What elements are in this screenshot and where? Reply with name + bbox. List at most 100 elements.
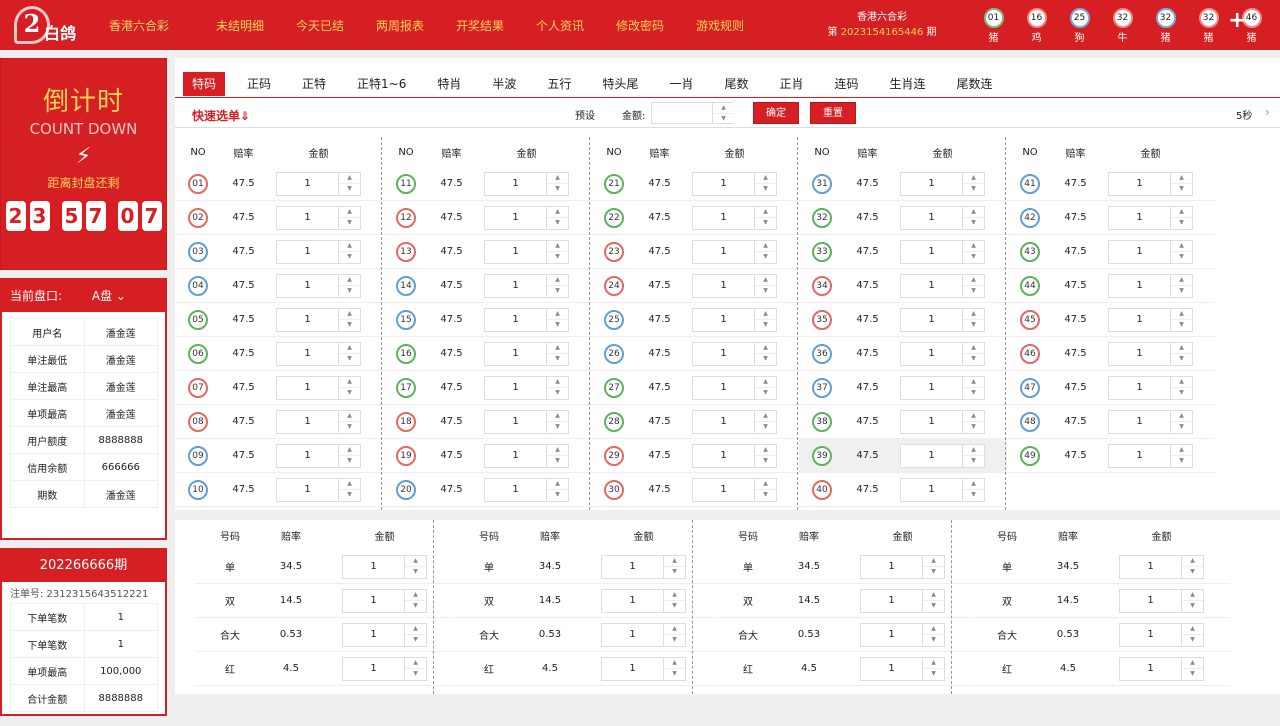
stepper-arrows[interactable]: ▲ ▼ <box>962 172 984 195</box>
amount-stepper[interactable]: 1 ▲ ▼ <box>484 307 569 332</box>
stepper-arrows[interactable]: ▲ ▼ <box>1181 623 1203 646</box>
amount-stepper[interactable]: 1 ▲ ▼ <box>276 273 361 298</box>
step-down-icon[interactable]: ▼ <box>1179 321 1184 328</box>
step-up-icon[interactable]: ▲ <box>755 241 776 252</box>
number-ball[interactable]: 25 <box>604 309 624 330</box>
bet-row[interactable]: 红 4.5 1 ▲ ▼ <box>713 652 971 686</box>
stepper-arrows[interactable]: ▲ ▼ <box>1170 206 1192 229</box>
number-ball[interactable]: 47 <box>1020 377 1040 398</box>
amount-cell[interactable]: 1 ▲ ▼ <box>266 375 371 400</box>
amount-stepper[interactable]: 1 ▲ ▼ <box>692 307 777 332</box>
step-down-icon[interactable]: ▼ <box>1190 602 1195 609</box>
step-down-icon[interactable]: ▼ <box>555 253 560 260</box>
number-row[interactable]: 40 47.5 1 ▲ ▼ <box>799 473 1007 507</box>
stepper-arrows[interactable]: ▲ ▼ <box>1170 444 1192 467</box>
amount-cell[interactable]: 1 ▲ ▼ <box>576 656 711 681</box>
number-row[interactable]: 09 47.5 1 ▲ ▼ <box>175 439 383 473</box>
step-up-icon[interactable]: ▲ <box>755 445 776 456</box>
amount-stepper[interactable]: 1 ▲ ▼ <box>484 477 569 502</box>
step-down-icon[interactable]: ▼ <box>555 355 560 362</box>
stepper-arrows[interactable]: ▲ ▼ <box>338 240 360 263</box>
number-ball[interactable]: 06 <box>188 343 208 364</box>
number-ball[interactable]: 31 <box>812 173 832 194</box>
stepper-arrows[interactable]: ▲ ▼ <box>962 308 984 331</box>
step-down-icon[interactable]: ▼ <box>763 321 768 328</box>
bet-row[interactable]: 双 14.5 1 ▲ ▼ <box>195 584 453 618</box>
stepper-arrows[interactable]: ▲ ▼ <box>1181 555 1203 578</box>
step-up-icon[interactable]: ▲ <box>923 556 944 567</box>
lottery-name[interactable]: 香港六合彩 <box>109 19 170 33</box>
number-row[interactable]: 05 47.5 1 ▲ ▼ <box>175 303 383 337</box>
amount-cell[interactable]: 1 ▲ ▼ <box>266 239 371 264</box>
amount-stepper[interactable]: 1 ▲ ▼ <box>900 171 985 196</box>
step-down-icon[interactable]: ▼ <box>347 355 352 362</box>
amount-cell[interactable]: 1 ▲ ▼ <box>576 588 711 613</box>
step-up-icon[interactable]: ▲ <box>963 411 984 422</box>
amount-cell[interactable]: 1 ▲ ▼ <box>474 477 579 502</box>
amount-value[interactable]: 1 <box>720 211 727 223</box>
step-down-icon[interactable]: ▼ <box>1179 287 1184 294</box>
stepper-arrows[interactable]: ▲ ▼ <box>546 240 568 263</box>
amount-stepper[interactable]: 1 ▲ ▼ <box>276 171 361 196</box>
step-up-icon[interactable]: ▲ <box>963 207 984 218</box>
amount-value[interactable]: 1 <box>370 662 377 674</box>
amount-cell[interactable]: 1 ▲ ▼ <box>1098 239 1203 264</box>
number-ball[interactable]: 15 <box>396 309 416 330</box>
amount-value[interactable]: 1 <box>720 313 727 325</box>
step-down-icon[interactable]: ▼ <box>763 491 768 498</box>
step-down-icon[interactable]: ▼ <box>347 321 352 328</box>
amount-cell[interactable]: 1 ▲ ▼ <box>266 409 371 434</box>
step-down-icon[interactable]: ▼ <box>347 457 352 464</box>
step-down-icon[interactable]: ▼ <box>555 185 560 192</box>
step-down-icon[interactable]: ▼ <box>347 287 352 294</box>
amount-value[interactable]: 1 <box>304 347 311 359</box>
tab-1[interactable]: 正码 <box>247 77 272 91</box>
stepper-arrows[interactable]: ▲ ▼ <box>404 657 426 680</box>
amount-cell[interactable]: 1 ▲ ▼ <box>835 588 970 613</box>
step-down-icon[interactable]: ▼ <box>971 253 976 260</box>
stepper-arrows[interactable]: ▲ ▼ <box>546 376 568 399</box>
number-ball[interactable]: 22 <box>604 207 624 228</box>
amount-stepper[interactable]: 1 ▲ ▼ <box>860 622 945 647</box>
number-ball[interactable]: 08 <box>188 411 208 432</box>
amount-cell[interactable]: 1 ▲ ▼ <box>890 273 995 298</box>
step-up-icon[interactable]: ▲ <box>1171 207 1192 218</box>
amount-value[interactable]: 1 <box>512 347 519 359</box>
number-row[interactable]: 16 47.5 1 ▲ ▼ <box>383 337 591 371</box>
step-up-icon[interactable]: ▲ <box>1182 556 1203 567</box>
bet-row[interactable]: 红 4.5 1 ▲ ▼ <box>972 652 1230 686</box>
step-up-icon[interactable]: ▲ <box>1182 624 1203 635</box>
amount-cell[interactable]: 1 ▲ ▼ <box>1094 588 1229 613</box>
stepper-arrows[interactable]: ▲ ▼ <box>663 657 685 680</box>
number-ball[interactable]: 39 <box>812 445 832 466</box>
amount-cell[interactable]: 1 ▲ ▼ <box>1098 341 1203 366</box>
step-down-icon[interactable]: ▼ <box>763 287 768 294</box>
amount-cell[interactable]: 1 ▲ ▼ <box>1098 171 1203 196</box>
step-up-icon[interactable]: ▲ <box>1171 377 1192 388</box>
number-row[interactable]: 13 47.5 1 ▲ ▼ <box>383 235 591 269</box>
amount-cell[interactable]: 1 ▲ ▼ <box>266 307 371 332</box>
amount-value[interactable]: 1 <box>512 483 519 495</box>
step-up-icon[interactable]: ▲ <box>547 479 568 490</box>
amount-stepper[interactable]: 1 ▲ ▼ <box>484 375 569 400</box>
amount-stepper[interactable]: 1 ▲ ▼ <box>692 239 777 264</box>
stepper-arrows[interactable]: ▲ ▼ <box>922 589 944 612</box>
step-down-icon[interactable]: ▼ <box>413 670 418 677</box>
number-ball[interactable]: 46 <box>1020 343 1040 364</box>
amount-stepper[interactable]: 1 ▲ ▼ <box>1108 341 1193 366</box>
step-up-icon[interactable]: ▲ <box>923 624 944 635</box>
amount-stepper[interactable]: 1 ▲ ▼ <box>692 171 777 196</box>
step-down-icon[interactable]: ▼ <box>413 636 418 643</box>
quick-select[interactable]: 快速选单⇓ <box>192 109 251 123</box>
amount-value[interactable]: 1 <box>928 449 935 461</box>
amount-value[interactable]: 1 <box>1136 245 1143 257</box>
number-ball[interactable]: 19 <box>396 445 416 466</box>
number-ball[interactable]: 40 <box>812 479 832 500</box>
number-ball[interactable]: 43 <box>1020 241 1040 262</box>
amount-value[interactable]: 1 <box>629 594 636 606</box>
step-up-icon[interactable]: ▲ <box>755 207 776 218</box>
step-up-icon[interactable]: ▲ <box>339 479 360 490</box>
amount-value[interactable]: 1 <box>720 279 727 291</box>
number-ball[interactable]: 37 <box>812 377 832 398</box>
amount-stepper[interactable]: 1 ▲ ▼ <box>342 554 427 579</box>
